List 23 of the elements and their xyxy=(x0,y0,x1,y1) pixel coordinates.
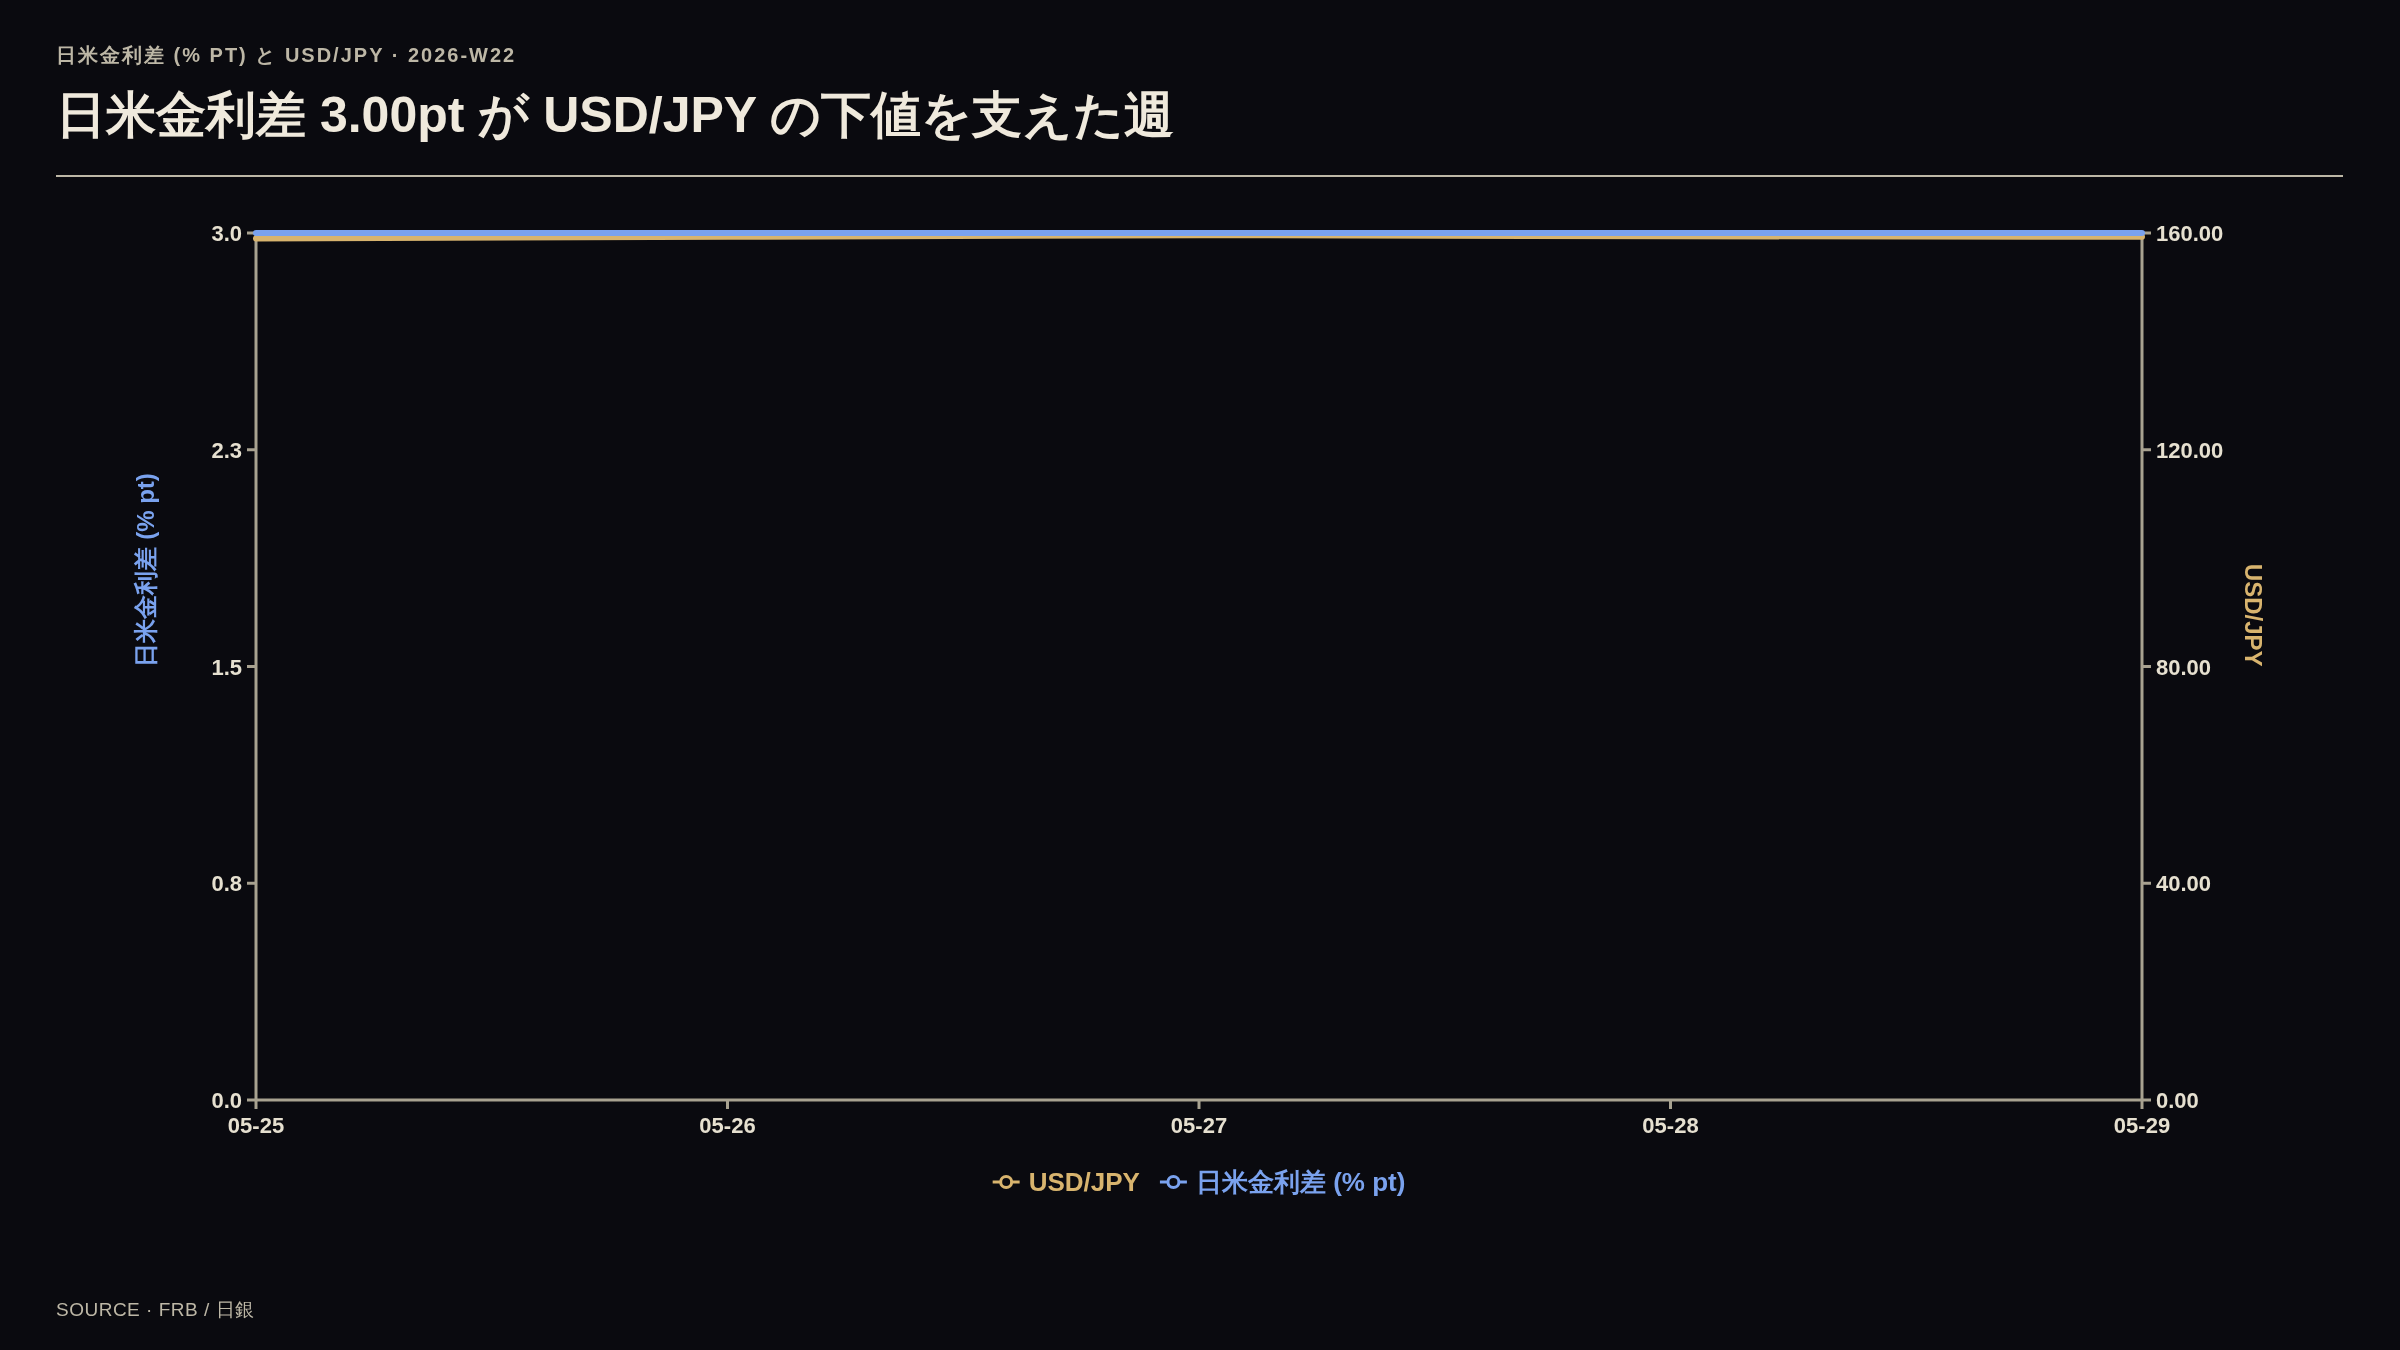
x-tick-label: 05-25 xyxy=(227,1113,285,1138)
x-tick-label: 05-28 xyxy=(1642,1113,1699,1138)
y-tick-label: 0.0 xyxy=(211,1088,242,1113)
title: 日米金利差 3.00pt が USD/JPY の下値を支えた週 xyxy=(56,87,1175,143)
y-tick-label: 2.3 xyxy=(211,437,242,463)
y-tick-label: 0.8 xyxy=(211,871,242,897)
subtitle: 日米金利差 (% PT) と USD/JPY · 2026-W22 xyxy=(56,44,517,66)
x-tick-label: 05-27 xyxy=(1170,1113,1228,1138)
x-tick-label: 05-26 xyxy=(699,1113,756,1138)
y2-tick-label: 160.00 xyxy=(2156,221,2224,246)
annotation: SOURCE · FRB / 日銀 xyxy=(56,1299,255,1320)
y2-axis-title: USD/JPY xyxy=(2240,563,2267,667)
y-tick-label: 1.5 xyxy=(211,654,242,680)
y2-tick-label: 80.00 xyxy=(2156,654,2212,680)
y-tick-label: 3.0 xyxy=(211,221,242,246)
y2-tick-label: 120.00 xyxy=(2156,437,2224,463)
legend-label: USD/JPY xyxy=(1028,1167,1140,1197)
y2-tick-label: 0.00 xyxy=(2156,1088,2199,1113)
legend-item: 日米金利差 (% pt) xyxy=(1159,1167,1406,1197)
legend-item: USD/JPY xyxy=(992,1167,1140,1197)
y-axis-title: 日米金利差 (% pt) xyxy=(132,473,159,667)
y2-tick-label: 40.00 xyxy=(2156,871,2212,897)
x-tick-label: 05-29 xyxy=(2113,1113,2171,1138)
